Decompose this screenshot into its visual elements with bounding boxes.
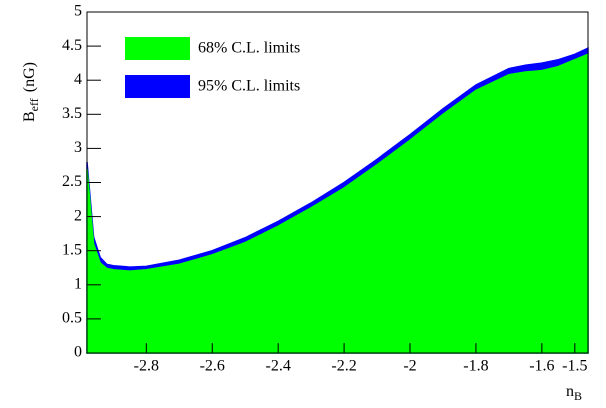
- y-tick-label: 2.5: [62, 173, 82, 190]
- y-tick-label: 3.5: [62, 105, 82, 122]
- legend-swatch: [125, 75, 190, 98]
- y-tick-label: 2: [74, 207, 82, 224]
- x-tick-label: -1.6: [529, 358, 554, 375]
- legend-label: 68% C.L. limits: [198, 40, 300, 57]
- x-axis-label-text: n: [566, 383, 574, 400]
- x-tick-label: -1.5: [562, 358, 587, 375]
- x-axis-label-sub: B: [574, 389, 582, 403]
- y-tick-label: 1.5: [62, 241, 82, 258]
- x-tick-label: -2: [403, 358, 416, 375]
- y-tick-label: 0: [74, 344, 82, 361]
- y-tick-label: 4.5: [62, 37, 82, 54]
- x-tick-label: -2.6: [200, 358, 225, 375]
- y-tick-label: 4: [74, 71, 82, 88]
- y-axis-label-sub: eff: [27, 98, 41, 111]
- y-axis-label-unit: (nG): [21, 62, 38, 92]
- x-tick-label: -2.2: [331, 358, 356, 375]
- y-tick-label: 0.5: [62, 310, 82, 327]
- legend-label: 95% C.L. limits: [198, 78, 300, 95]
- y-tick-label: 3: [74, 139, 82, 156]
- area: [86, 53, 589, 354]
- y-tick-label: 1: [74, 275, 82, 292]
- y-axis-label: Beff (nG): [21, 62, 41, 122]
- x-tick-label: -1.8: [463, 358, 488, 375]
- x-axis-label: nB: [566, 383, 582, 403]
- x-tick-label: -2.4: [266, 358, 291, 375]
- x-tick-label: -2.8: [134, 358, 159, 375]
- y-tick-label: 5: [74, 3, 82, 20]
- legend-swatch: [125, 37, 190, 60]
- y-axis-label-text: B: [21, 111, 38, 122]
